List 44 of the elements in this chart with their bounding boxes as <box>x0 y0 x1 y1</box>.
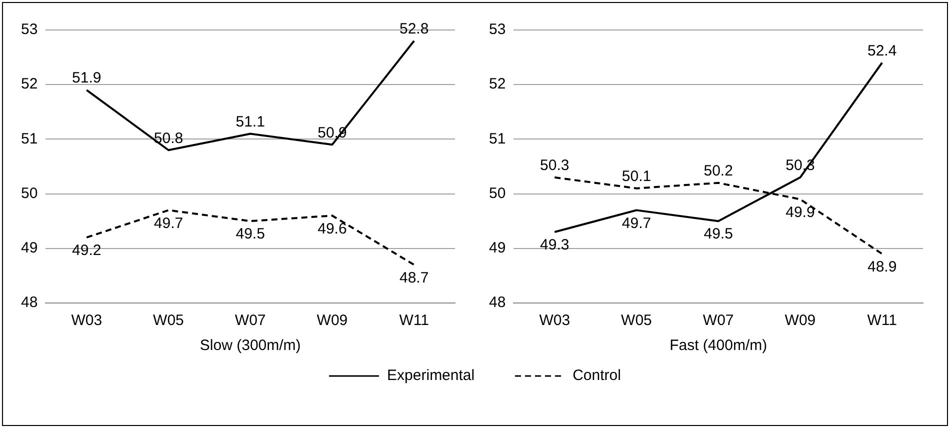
y-tick-label: 52 <box>20 76 38 93</box>
y-tick-label: 53 <box>20 21 38 38</box>
legend-label: Control <box>572 367 621 384</box>
data-label: 50.1 <box>622 168 652 185</box>
data-label: 52.8 <box>399 20 429 38</box>
data-label: 49.5 <box>236 226 265 243</box>
data-label: 49.7 <box>154 214 184 232</box>
y-tick-label: 53 <box>488 21 506 38</box>
data-label: 50.8 <box>154 130 184 147</box>
y-tick-label: 48 <box>488 294 506 312</box>
x-tick-label: W03 <box>539 312 570 330</box>
data-label: 50.2 <box>704 162 733 180</box>
data-label: 48.9 <box>867 258 897 276</box>
x-tick-label: W07 <box>702 312 734 330</box>
x-tick-label: W09 <box>784 312 816 330</box>
x-tick-label: W07 <box>234 312 266 330</box>
data-label: 48.7 <box>399 269 429 286</box>
x-tick-label: W05 <box>621 312 652 330</box>
x-tick-label: W11 <box>867 312 897 330</box>
x-tick-label: W09 <box>316 312 348 330</box>
data-label: 51.1 <box>236 113 265 130</box>
data-label: 50.3 <box>540 157 570 174</box>
y-tick-label: 51 <box>20 130 38 148</box>
y-tick-label: 51 <box>488 130 506 148</box>
data-label: 49.2 <box>72 242 102 260</box>
x-axis-title: Slow (300m/m) <box>200 337 301 354</box>
x-tick-label: W05 <box>153 312 184 330</box>
y-tick-label: 49 <box>488 240 506 257</box>
y-tick-label: 50 <box>20 184 38 202</box>
data-label: 49.9 <box>786 204 815 221</box>
legend-label: Experimental <box>387 367 475 384</box>
y-tick-label: 50 <box>488 184 506 202</box>
data-label: 51.9 <box>72 70 102 87</box>
y-tick-label: 48 <box>20 294 38 312</box>
data-label: 49.3 <box>540 236 570 254</box>
x-axis-title: Fast (400m/m) <box>670 337 768 354</box>
data-label: 49.6 <box>318 220 347 238</box>
y-tick-label: 52 <box>488 76 506 93</box>
x-tick-label: W11 <box>399 312 429 330</box>
y-tick-label: 49 <box>20 240 38 257</box>
data-label: 49.7 <box>622 214 652 232</box>
data-label: 52.4 <box>867 42 897 60</box>
data-label: 49.5 <box>704 226 733 243</box>
x-tick-label: W03 <box>71 312 102 330</box>
